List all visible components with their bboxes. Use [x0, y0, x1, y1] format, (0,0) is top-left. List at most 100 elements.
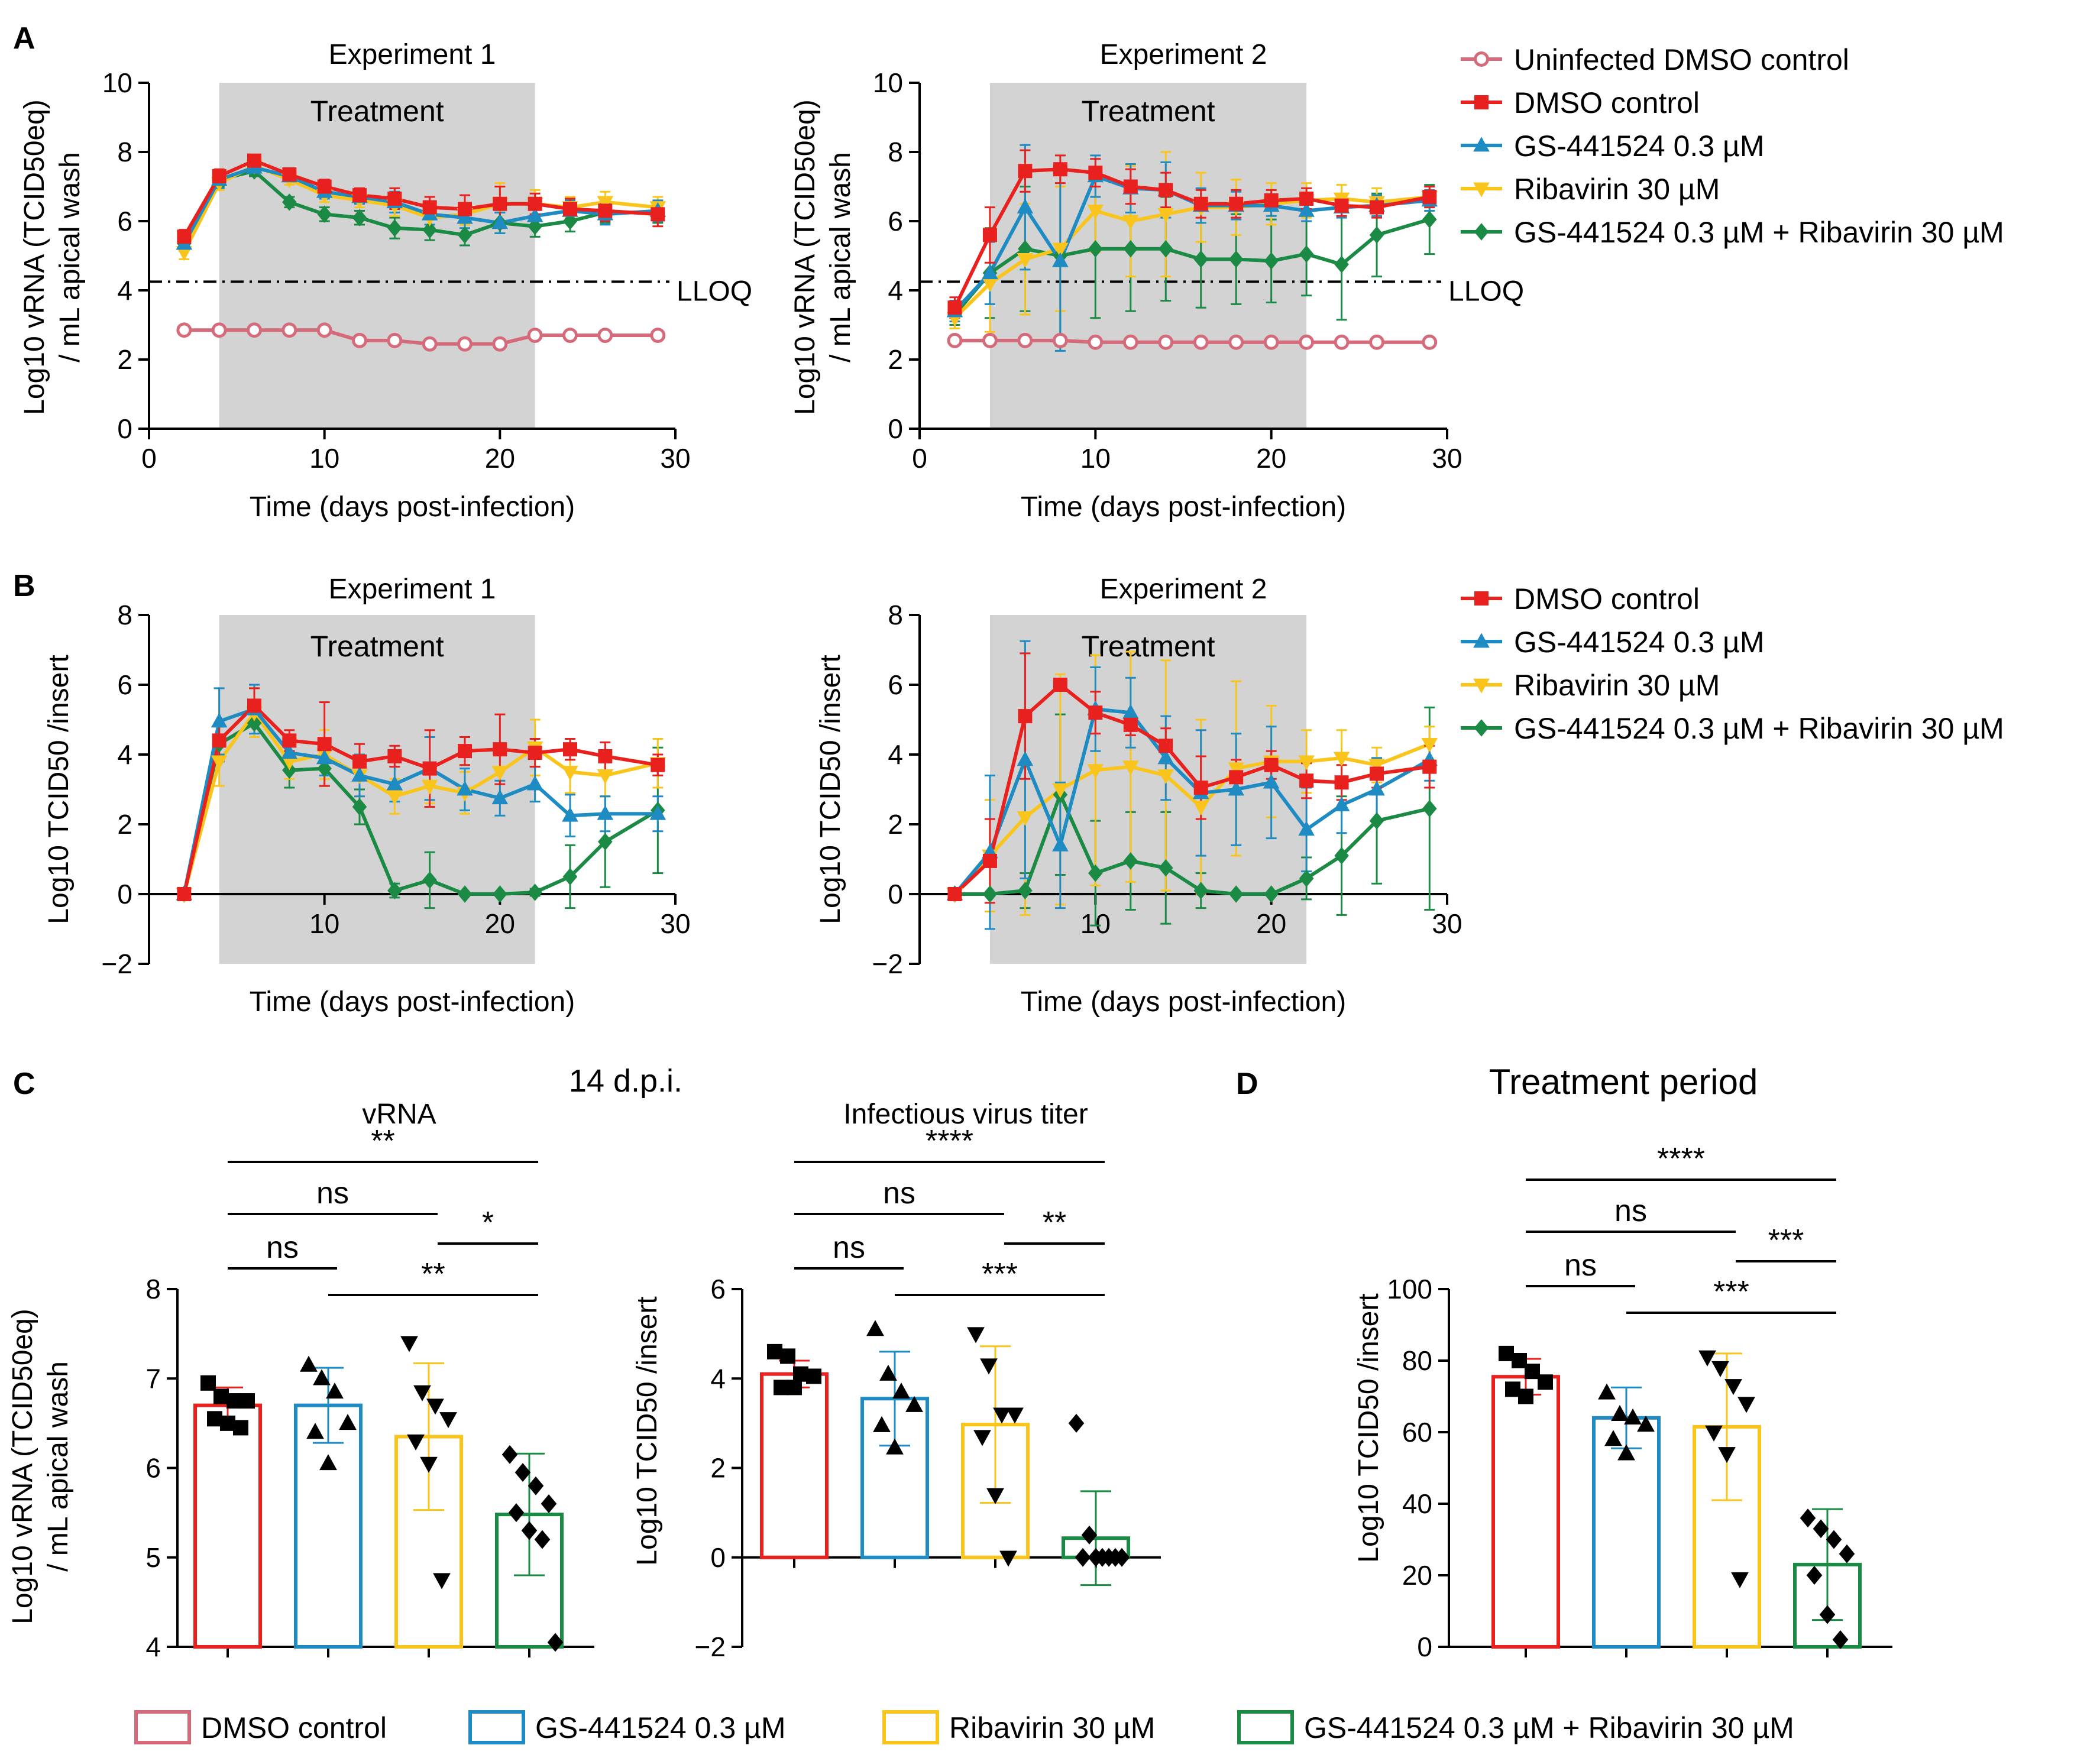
c1-point-riba — [439, 1412, 457, 1429]
b1-dmso-point — [598, 749, 613, 763]
b1-dmso-point — [247, 698, 261, 713]
b1-ytick-label: 2 — [117, 809, 132, 840]
a2-uninfected-point — [1334, 334, 1350, 350]
b1-dmso-point — [458, 744, 472, 759]
b1-ytick-label: −2 — [102, 948, 132, 979]
b1-dmso-point — [387, 749, 402, 763]
c1-point-gs — [300, 1355, 318, 1372]
b2-dmso-point — [1088, 705, 1103, 720]
b1-combo-point — [317, 759, 332, 778]
c1-point-dmso — [220, 1415, 235, 1431]
c2-ytick-label: 6 — [710, 1274, 726, 1304]
d-point-combo — [1832, 1630, 1849, 1649]
c2-comparison-label: ** — [1043, 1206, 1066, 1240]
a1-ytick-label: 2 — [117, 344, 132, 375]
legend-a-marker-riba — [1473, 182, 1490, 198]
b2-combo-line — [954, 789, 1430, 896]
legend-bottom-text-riba: Ribavirin 30 µM — [949, 1711, 1155, 1744]
a2-combo-point — [1193, 250, 1209, 268]
a1-treatment-label: Treatment — [310, 95, 444, 128]
d-title: Treatment period — [1489, 1062, 1758, 1102]
c2-point-gs — [866, 1320, 884, 1336]
a1-uninfected-point — [352, 332, 367, 348]
b1-ytick-label: 4 — [117, 739, 132, 770]
d-ylabel: Log10 TCID50 /insert — [1353, 1293, 1384, 1562]
a1-combo-point — [562, 212, 578, 230]
panel-label-d: D — [1236, 1067, 1258, 1101]
b1-treatment-band — [219, 615, 535, 964]
b1-combo-line — [182, 720, 659, 896]
d-point-riba — [1711, 1361, 1729, 1377]
c1-point-riba — [433, 1573, 451, 1589]
b1-gs-point — [649, 805, 666, 820]
a1-ytick-label: 8 — [117, 137, 132, 167]
b2-riba-point — [1421, 737, 1438, 753]
a2-uninfected-point — [1017, 332, 1033, 348]
c2-ytick-label: 4 — [710, 1363, 726, 1394]
a1-xtick-label: 20 — [485, 443, 515, 474]
c2-point-riba — [993, 1407, 1011, 1424]
b2-dmso-point — [1229, 770, 1244, 785]
c1-ytick-label: 4 — [145, 1631, 161, 1662]
d-point-gs — [1611, 1404, 1629, 1421]
legend-a-marker-combo — [1474, 223, 1489, 241]
legend-b-text-gs: GS-441524 0.3 µM — [1514, 626, 1765, 659]
c1-comparison-label: ** — [421, 1257, 445, 1291]
d-comparison-label: ns — [1614, 1194, 1647, 1228]
legend-b-text-riba: Ribavirin 30 µM — [1514, 669, 1720, 702]
a2-gs-point — [1298, 202, 1315, 217]
b1-gs-point — [597, 805, 614, 820]
d-point-riba — [1724, 1379, 1742, 1396]
a2-combo-point — [1334, 255, 1349, 273]
c1-ylabel-line1: Log10 vRNA (TCID50eq) — [7, 1309, 38, 1624]
legend-bottom-swatch-riba — [882, 1710, 939, 1744]
d-point-dmso — [1518, 1388, 1533, 1404]
a1-ylabel: Log10 vRNA (TCID50eq) / mL apical wash — [19, 99, 86, 415]
b2-ytick-label: 4 — [888, 739, 903, 770]
legend-b-text-combo: GS-441524 0.3 µM + Ribavirin 30 µM — [1514, 712, 2004, 745]
b1-dmso-point — [528, 746, 542, 760]
b2-ytick-label: 6 — [888, 669, 903, 700]
b2-title: Experiment 2 — [1100, 574, 1267, 605]
b1-combo-point — [422, 871, 437, 889]
b2-combo-point — [982, 885, 998, 903]
d-point-dmso — [1499, 1345, 1514, 1361]
a2-combo-point — [1299, 245, 1314, 263]
c1-point-gs — [339, 1413, 357, 1430]
c1-point-combo — [501, 1445, 518, 1464]
b2-ytick-label: 2 — [888, 809, 903, 840]
b1-dmso-point — [493, 742, 507, 757]
b1-ylabel-text: Log10 TCID50 /insert — [43, 655, 75, 924]
b2-riba-point — [1157, 769, 1174, 785]
a2-combo-point — [1123, 240, 1138, 258]
legend-bottom-swatch-gs — [468, 1710, 525, 1744]
a1-combo-point — [422, 221, 437, 239]
b2-gs-point — [1052, 836, 1069, 852]
a2-combo-point — [1264, 252, 1279, 270]
legend-bottom-text-uninfected: DMSO control — [201, 1711, 387, 1744]
c2-ytick-label: 2 — [710, 1453, 726, 1484]
b2-dmso-point — [1123, 717, 1138, 732]
a1-dmso-point — [651, 207, 665, 222]
b2-ytick-label: 0 — [888, 879, 903, 909]
a1-dmso-point — [177, 229, 192, 244]
b2-ytick-label: −2 — [872, 948, 903, 979]
chart-b-experiment-1: Treatment Experiment 1 −2 0 2 4 6 8 10 20 30 Time (… — [102, 574, 691, 1018]
a1-dmso-point — [598, 203, 613, 218]
b1-dmso-point — [422, 761, 437, 776]
a2-uninfected-point — [1193, 334, 1209, 350]
legend-a-text-dmso: DMSO control — [1514, 86, 1700, 119]
a2-uninfected-point — [1369, 334, 1385, 350]
c1-point-riba — [413, 1385, 431, 1401]
d-point-riba — [1705, 1425, 1723, 1442]
legend-a-marker-gs — [1473, 137, 1490, 152]
a2-ylabel: Log10 vRNA (TCID50eq) / mL apical wash — [789, 99, 856, 415]
b1-dmso-point — [212, 733, 226, 748]
legend-a-text-gs: GS-441524 0.3 µM — [1514, 129, 1765, 163]
b2-treatment-label: Treatment — [1082, 630, 1215, 663]
chart-d-treatment-period: 0 20 40 60 80 100 **** ns *** ns *** — [1387, 1142, 1892, 1662]
a2-dmso-point — [1053, 162, 1067, 177]
b2-dmso-point — [1053, 678, 1067, 692]
legend-bottom-swatch-uninfected — [134, 1710, 191, 1744]
a2-dmso-point — [1159, 183, 1173, 198]
